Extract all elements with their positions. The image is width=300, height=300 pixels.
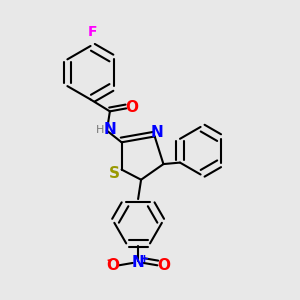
Text: N: N: [151, 124, 164, 140]
Text: N: N: [103, 122, 116, 137]
Text: O: O: [106, 258, 119, 273]
Text: +: +: [140, 254, 149, 264]
Text: H: H: [96, 125, 105, 135]
Text: F: F: [87, 26, 97, 39]
Text: -: -: [106, 254, 111, 267]
Text: S: S: [109, 166, 120, 181]
Text: N: N: [132, 255, 145, 270]
Text: O: O: [125, 100, 138, 115]
Text: O: O: [157, 258, 170, 273]
